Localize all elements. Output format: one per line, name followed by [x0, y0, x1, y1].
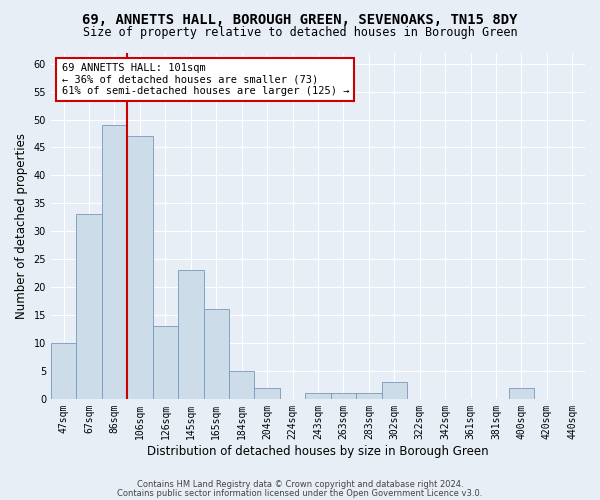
Bar [203, 310, 229, 399]
Bar [102, 125, 127, 399]
Bar [51, 343, 76, 399]
Text: 69 ANNETTS HALL: 101sqm
← 36% of detached houses are smaller (73)
61% of semi-de: 69 ANNETTS HALL: 101sqm ← 36% of detache… [62, 63, 349, 96]
Bar [305, 393, 331, 399]
Bar [76, 214, 102, 399]
Bar [229, 371, 254, 399]
Y-axis label: Number of detached properties: Number of detached properties [15, 132, 28, 318]
Bar [356, 393, 382, 399]
X-axis label: Distribution of detached houses by size in Borough Green: Distribution of detached houses by size … [147, 444, 489, 458]
Text: Contains public sector information licensed under the Open Government Licence v3: Contains public sector information licen… [118, 488, 482, 498]
Bar [127, 136, 152, 399]
Bar [331, 393, 356, 399]
Bar [152, 326, 178, 399]
Bar [382, 382, 407, 399]
Bar [509, 388, 534, 399]
Text: Contains HM Land Registry data © Crown copyright and database right 2024.: Contains HM Land Registry data © Crown c… [137, 480, 463, 489]
Text: Size of property relative to detached houses in Borough Green: Size of property relative to detached ho… [83, 26, 517, 39]
Bar [178, 270, 203, 399]
Bar [254, 388, 280, 399]
Text: 69, ANNETTS HALL, BOROUGH GREEN, SEVENOAKS, TN15 8DY: 69, ANNETTS HALL, BOROUGH GREEN, SEVENOA… [82, 12, 518, 26]
